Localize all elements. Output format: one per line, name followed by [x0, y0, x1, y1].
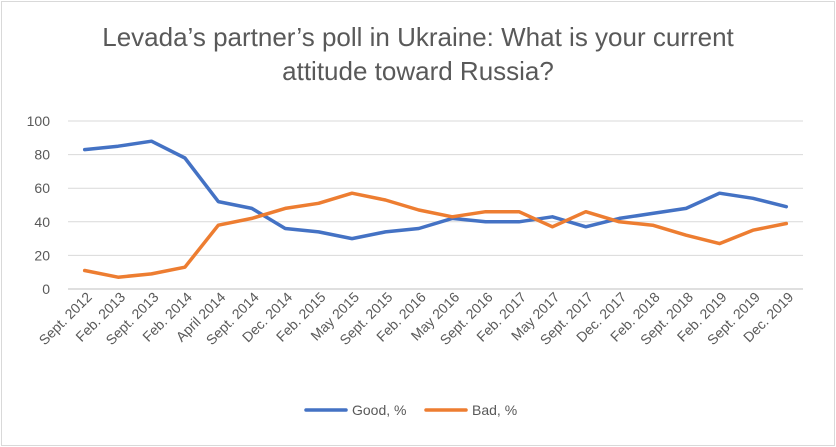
series-lines: [82, 139, 789, 279]
legend-label-good: Good, %: [352, 402, 406, 418]
chart-title-line-2: attitude toward Russia?: [282, 56, 554, 86]
y-tick-label: 100: [27, 113, 51, 129]
chart-title: Levada’s partner’s poll in Ukraine: What…: [0, 20, 836, 88]
chart-title-line-1: Levada’s partner’s poll in Ukraine: What…: [102, 22, 734, 52]
y-tick-label: 60: [34, 180, 50, 196]
series-line-bad: [82, 191, 789, 279]
series-line-good: [82, 139, 789, 241]
y-tick-label: 80: [34, 147, 50, 163]
y-tick-label: 20: [34, 247, 50, 263]
legend-label-bad: Bad, %: [472, 402, 517, 418]
legend: Good, % Bad, %: [304, 402, 517, 418]
y-axis-ticks: 0 20 40 60 80 100: [27, 113, 51, 297]
y-tick-label: 40: [34, 214, 50, 230]
y-tick-label: 0: [42, 281, 50, 297]
